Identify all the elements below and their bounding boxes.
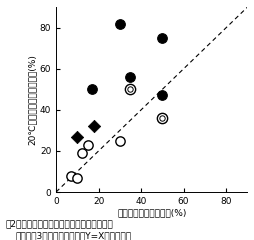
Point [160, 36, 164, 40]
Point [117, 22, 121, 25]
Text: 記号は図3と同じ，点線は　Y=X　を示す。: 記号は図3と同じ，点線は Y=X を示す。 [15, 232, 131, 240]
Y-axis label: 20℃一定栄培　着色面積率(%): 20℃一定栄培 着色面積率(%) [28, 54, 37, 145]
X-axis label: 夏開花区　着色面積率(%): 夏開花区 着色面積率(%) [117, 209, 186, 218]
Point [160, 116, 164, 120]
Point [117, 139, 121, 143]
Point [128, 75, 132, 79]
Point [86, 143, 90, 147]
Point [79, 151, 83, 155]
Point [160, 116, 164, 120]
Point [92, 124, 96, 128]
Point [128, 87, 132, 91]
Point [69, 174, 73, 178]
Point [128, 87, 132, 91]
Text: 図2　艆輪着色面積率の栄培条件による変動: 図2 艆輪着色面積率の栄培条件による変動 [5, 220, 113, 228]
Point [160, 116, 164, 120]
Point [160, 94, 164, 97]
Point [75, 176, 79, 180]
Point [90, 87, 94, 91]
Point [75, 135, 79, 138]
